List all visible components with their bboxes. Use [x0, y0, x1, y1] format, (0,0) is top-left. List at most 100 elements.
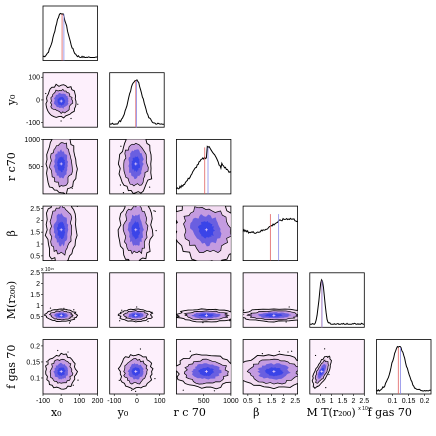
outlier-point [122, 192, 125, 194]
panel-rc-fgas [175, 339, 232, 395]
x-tick-label: 1.5 [267, 398, 277, 405]
outlier-point [57, 349, 59, 352]
x-tick-label: 0 [135, 398, 139, 405]
x-axis-label-beta: β [253, 406, 259, 419]
outlier-point [130, 389, 133, 391]
outlier-point [135, 390, 137, 392]
outlier-point [121, 309, 123, 311]
y-axis-label-rc: r c70 [5, 152, 18, 181]
x-tick-label: 2.5 [290, 398, 300, 405]
outlier-point [147, 320, 149, 323]
mt-x-exponent: x 10¹⁵ [358, 406, 371, 412]
y-tick-label: 0.2 [30, 343, 40, 350]
outlier-point [70, 135, 71, 136]
hist-frame [42, 5, 98, 61]
panel-rc-mt [174, 272, 241, 328]
outlier-point [68, 322, 71, 324]
panel-y0-mt [109, 272, 165, 328]
outlier-point [41, 250, 42, 251]
x-tick-label: 1 [258, 398, 262, 405]
x-axis-label-fgas: f gas 70 [368, 406, 412, 419]
outlier-point [43, 99, 44, 101]
outlier-point [67, 351, 69, 353]
hist-frame [175, 138, 232, 195]
x-axis-label-rc: r c 70 [173, 406, 205, 419]
outlier-point [240, 314, 241, 315]
center-mark [320, 370, 324, 374]
outlier-point [119, 184, 122, 186]
outlier-point [174, 319, 175, 320]
y-tick-label: 1 [36, 303, 40, 310]
panel-x0-fgas [42, 339, 98, 395]
y-tick-label: 100 [28, 75, 40, 82]
center-mark [134, 162, 138, 166]
outlier-point [72, 384, 74, 386]
y-tick-label: 1.5 [30, 230, 40, 237]
x-tick-label: 1000 [223, 398, 239, 405]
outlier-point [213, 390, 216, 392]
outlier-point [77, 103, 79, 105]
panel-mt-mt [309, 272, 365, 328]
y-tick-label: -100 [26, 120, 40, 127]
y-tick-label: 500 [28, 164, 40, 171]
center-mark [134, 370, 138, 374]
x-tick-label: 0.5 [316, 398, 326, 405]
outlier-point [154, 210, 156, 212]
x-axis-label-y0: y₀ [117, 406, 129, 419]
y-tick-label: 1.5 [30, 292, 40, 299]
outlier-point [153, 210, 155, 212]
x-tick-label: 0.1 [388, 398, 398, 405]
y-tick-label: 0.1 [30, 375, 40, 382]
hist-curve [176, 145, 232, 190]
center-mark [134, 313, 138, 317]
y-tick-label: 1000 [24, 137, 40, 144]
center-mark [272, 370, 276, 374]
outlier-point [316, 385, 318, 387]
y-axis-label-y0: y₀ [5, 94, 18, 106]
y-axis-label-beta: β [5, 230, 18, 236]
center-mark [59, 228, 63, 232]
outlier-point [63, 307, 65, 309]
outlier-point [47, 263, 48, 264]
outlier-point [120, 145, 122, 147]
center-mark [59, 99, 63, 103]
y-tick-label: 0.5 [30, 314, 40, 321]
x-tick-label: 0.2 [420, 398, 430, 405]
panel-mt-fgas [309, 339, 365, 395]
x-tick-label: 500 [198, 398, 210, 405]
hist-curve [42, 12, 98, 59]
x-tick-label: 200 [92, 398, 104, 405]
hist-curve [376, 345, 432, 392]
outlier-point [121, 261, 122, 262]
outlier-point [45, 92, 47, 95]
outlier-point [49, 307, 52, 309]
outlier-point [291, 350, 293, 352]
outlier-point [328, 373, 330, 376]
outlier-point [73, 309, 75, 311]
outlier-point [182, 389, 184, 391]
outlier-point [243, 309, 245, 311]
mt-y-exponent: x 10¹⁵ [41, 267, 54, 273]
x-tick-label: 100 [154, 398, 166, 405]
outlier-point [314, 354, 317, 357]
panel-rc-rc [175, 138, 232, 195]
x-tick-label: -100 [36, 398, 50, 405]
x-tick-label: 2 [351, 398, 355, 405]
hist-frame [309, 272, 365, 328]
outlier-point [285, 321, 287, 323]
y-tick-label: 2.5 [30, 206, 40, 213]
panel-x0-y0 [42, 72, 98, 128]
center-mark [59, 370, 63, 374]
panel-beta-mt [242, 272, 299, 328]
x-tick-label: 1 [330, 398, 334, 405]
panel-beta-fgas [242, 339, 299, 395]
outlier-point [119, 320, 121, 322]
y-tick-label: 1 [36, 241, 40, 248]
panel-x0-beta [41, 196, 98, 264]
outlier-point [70, 196, 71, 197]
panel-x0-mt [42, 272, 98, 328]
center-mark [59, 313, 63, 317]
outlier-point [43, 203, 44, 204]
y-axis-label-mt: M(r₂₀₀) [5, 281, 18, 319]
